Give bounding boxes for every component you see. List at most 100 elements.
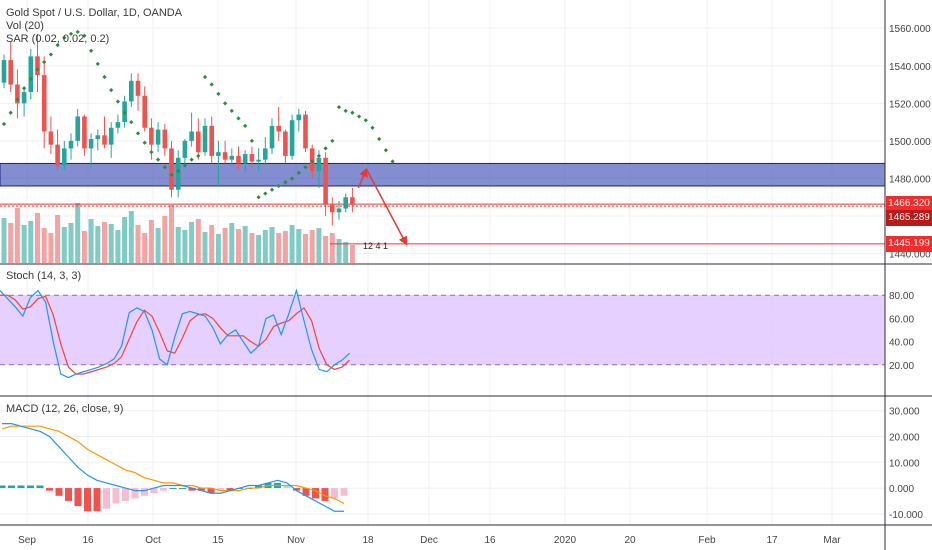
macd-histogram-bar: [293, 488, 300, 491]
candle-body[interactable]: [256, 159, 261, 162]
candle-body[interactable]: [41, 75, 47, 132]
sar-dot: [48, 52, 54, 57]
candle-body[interactable]: [129, 80, 134, 102]
candle-body[interactable]: [276, 125, 281, 132]
candle-body[interactable]: [189, 131, 194, 141]
macd-axis-tick[interactable]: 10.000: [889, 458, 920, 469]
macd-histogram-bar: [255, 485, 262, 489]
macd-legend[interactable]: MACD (12, 26, close, 9): [6, 403, 123, 416]
candle-body[interactable]: [108, 127, 114, 145]
time-axis[interactable]: Sep 16 Oct 15 Nov 18 Dec 16 2020 20 Feb 17 Mar: [18, 535, 841, 546]
candle-body[interactable]: [35, 56, 40, 76]
resistance-zone-rect[interactable]: [0, 162, 886, 187]
candle-body[interactable]: [249, 154, 255, 162]
candle-body[interactable]: [323, 157, 328, 205]
candle-body[interactable]: [68, 140, 74, 149]
candle-body[interactable]: [82, 116, 87, 149]
price-axis-tick[interactable]: 1440.000: [889, 250, 931, 261]
time-axis-tick[interactable]: 2020: [554, 535, 577, 546]
candle-body[interactable]: [283, 131, 288, 156]
candle-body[interactable]: [62, 148, 67, 166]
candle-body[interactable]: [222, 152, 228, 160]
macd-axis-tick[interactable]: -10.000: [889, 510, 923, 521]
macd-axis-tick[interactable]: 20.000: [889, 433, 920, 444]
time-axis-tick[interactable]: 16: [484, 535, 496, 546]
stoch-axis-tick[interactable]: 20.00: [889, 361, 914, 372]
price-tag[interactable]: 1465.289: [886, 210, 932, 227]
candle-body[interactable]: [48, 131, 54, 145]
candle-body[interactable]: [216, 152, 221, 156]
candle-body[interactable]: [242, 154, 248, 164]
time-axis-tick[interactable]: 20: [624, 535, 636, 546]
price-tag[interactable]: 1445.199: [886, 235, 932, 252]
price-axis-tick[interactable]: 1520.000: [889, 99, 931, 110]
macd-histogram-bar: [141, 488, 148, 496]
time-axis-tick[interactable]: Sep: [18, 535, 36, 546]
time-axis-tick[interactable]: 15: [212, 535, 224, 546]
candle-body[interactable]: [135, 80, 141, 96]
volume-bar: [222, 228, 228, 263]
candle-body[interactable]: [330, 204, 335, 213]
sar-legend[interactable]: SAR (0.02, 0.02, 0.2): [6, 33, 110, 45]
candle-body[interactable]: [149, 127, 154, 145]
candle-body[interactable]: [55, 144, 60, 166]
candle-body[interactable]: [336, 208, 342, 213]
candle-body[interactable]: [316, 157, 322, 171]
candle-body[interactable]: [75, 116, 80, 141]
candle-body[interactable]: [343, 197, 348, 209]
macd-histogram-bar: [226, 488, 234, 491]
stoch-axis-tick[interactable]: 60.00: [889, 314, 914, 325]
candle-body[interactable]: [175, 157, 181, 190]
candle-body[interactable]: [169, 148, 174, 190]
candle-body[interactable]: [8, 60, 13, 85]
macd-axis-tick[interactable]: 0.000: [889, 484, 914, 495]
price-axis-tick[interactable]: 1560.000: [889, 24, 931, 35]
price-axis-tick[interactable]: 1480.000: [889, 174, 931, 185]
candle-body[interactable]: [263, 148, 268, 160]
symbol-title[interactable]: Gold Spot / U.S. Dollar, 1D, OANDA: [6, 7, 183, 19]
price-axis-tick[interactable]: 1500.000: [889, 137, 931, 148]
price-axis-tick[interactable]: 1540.000: [889, 62, 931, 73]
candle-body[interactable]: [269, 125, 275, 149]
time-axis-tick[interactable]: Mar: [823, 535, 841, 546]
candle-body[interactable]: [95, 135, 101, 140]
candle-body[interactable]: [196, 131, 201, 153]
candle-body[interactable]: [229, 155, 235, 160]
candlesticks[interactable]: [1, 33, 355, 226]
candle-body[interactable]: [28, 56, 34, 93]
stoch-pane[interactable]: [0, 288, 885, 379]
price-tag[interactable]: 1466.320: [886, 196, 932, 213]
time-axis-tick[interactable]: 16: [82, 535, 94, 546]
candle-body[interactable]: [162, 129, 168, 149]
event-markers[interactable]: 12 4 1: [363, 240, 388, 253]
candle-body[interactable]: [155, 129, 161, 145]
candle-body[interactable]: [303, 114, 308, 149]
macd-pane[interactable]: [0, 423, 348, 512]
stoch-axis-tick[interactable]: 80.00: [889, 291, 914, 302]
time-axis-tick[interactable]: Dec: [420, 535, 438, 546]
candle-body[interactable]: [15, 84, 20, 104]
time-axis-tick[interactable]: Oct: [145, 535, 161, 546]
candle-body[interactable]: [296, 114, 302, 121]
candle-body[interactable]: [88, 139, 94, 149]
candle-body[interactable]: [289, 120, 295, 156]
time-axis-tick[interactable]: 17: [766, 535, 778, 546]
candle-body[interactable]: [115, 122, 121, 128]
stoch-legend[interactable]: Stoch (14, 3, 3): [6, 270, 81, 283]
candle-body[interactable]: [209, 125, 214, 156]
candle-body[interactable]: [142, 95, 147, 128]
time-axis-tick[interactable]: Feb: [698, 535, 716, 546]
time-axis-tick[interactable]: 18: [362, 535, 374, 546]
candle-body[interactable]: [1, 60, 7, 83]
candle-body[interactable]: [21, 92, 27, 104]
stoch-axis-tick[interactable]: 40.00: [889, 338, 914, 349]
candle-body[interactable]: [236, 155, 241, 164]
candle-body[interactable]: [182, 140, 188, 158]
volume-legend[interactable]: Vol (20): [6, 20, 44, 32]
macd-axis-tick[interactable]: 30.000: [889, 407, 920, 418]
candle-body[interactable]: [350, 197, 355, 205]
time-axis-tick[interactable]: Nov: [287, 535, 305, 546]
candle-body[interactable]: [202, 125, 208, 153]
candle-body[interactable]: [102, 135, 107, 145]
